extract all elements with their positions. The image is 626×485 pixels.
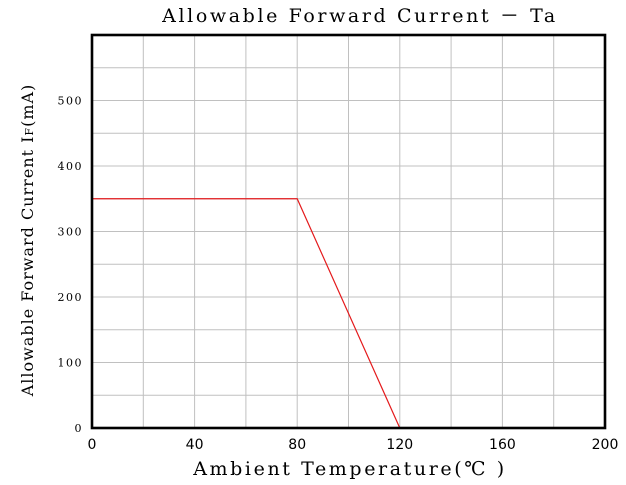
x-tick-label: 200: [592, 437, 619, 453]
x-axis-ticks: 0 40 80 120 160 200: [88, 437, 619, 453]
grid: [92, 35, 605, 428]
chart-title: Allowable Forward Current － Ta: [161, 5, 558, 27]
x-tick-label: 120: [386, 437, 413, 453]
x-tick-label: 160: [489, 437, 516, 453]
x-tick-label: 80: [288, 437, 306, 453]
y-tick-label: 200: [58, 291, 84, 304]
y-axis-label-unit: (mA): [18, 84, 37, 127]
x-axis-label: Ambient Temperature(℃ ): [192, 458, 507, 480]
y-axis-label-subscript: F: [23, 127, 36, 136]
plot-frame: [90, 33, 607, 430]
y-tick-label: 500: [58, 95, 84, 108]
y-tick-label: 400: [58, 160, 84, 173]
x-tick-label: 0: [88, 437, 97, 453]
x-tick-label: 40: [186, 437, 204, 453]
y-tick-label: 300: [58, 226, 84, 239]
series-line-0: [92, 198, 401, 429]
plot-area: [92, 198, 401, 429]
y-axis-label: Allowable Forward Current IF(mA): [18, 84, 37, 398]
y-axis-ticks: 0 100 200 300 400 500: [58, 95, 84, 436]
y-tick-label: 100: [58, 357, 84, 370]
y-axis-label-main: Allowable Forward Current I: [18, 136, 37, 398]
y-tick-label: 0: [75, 422, 84, 435]
